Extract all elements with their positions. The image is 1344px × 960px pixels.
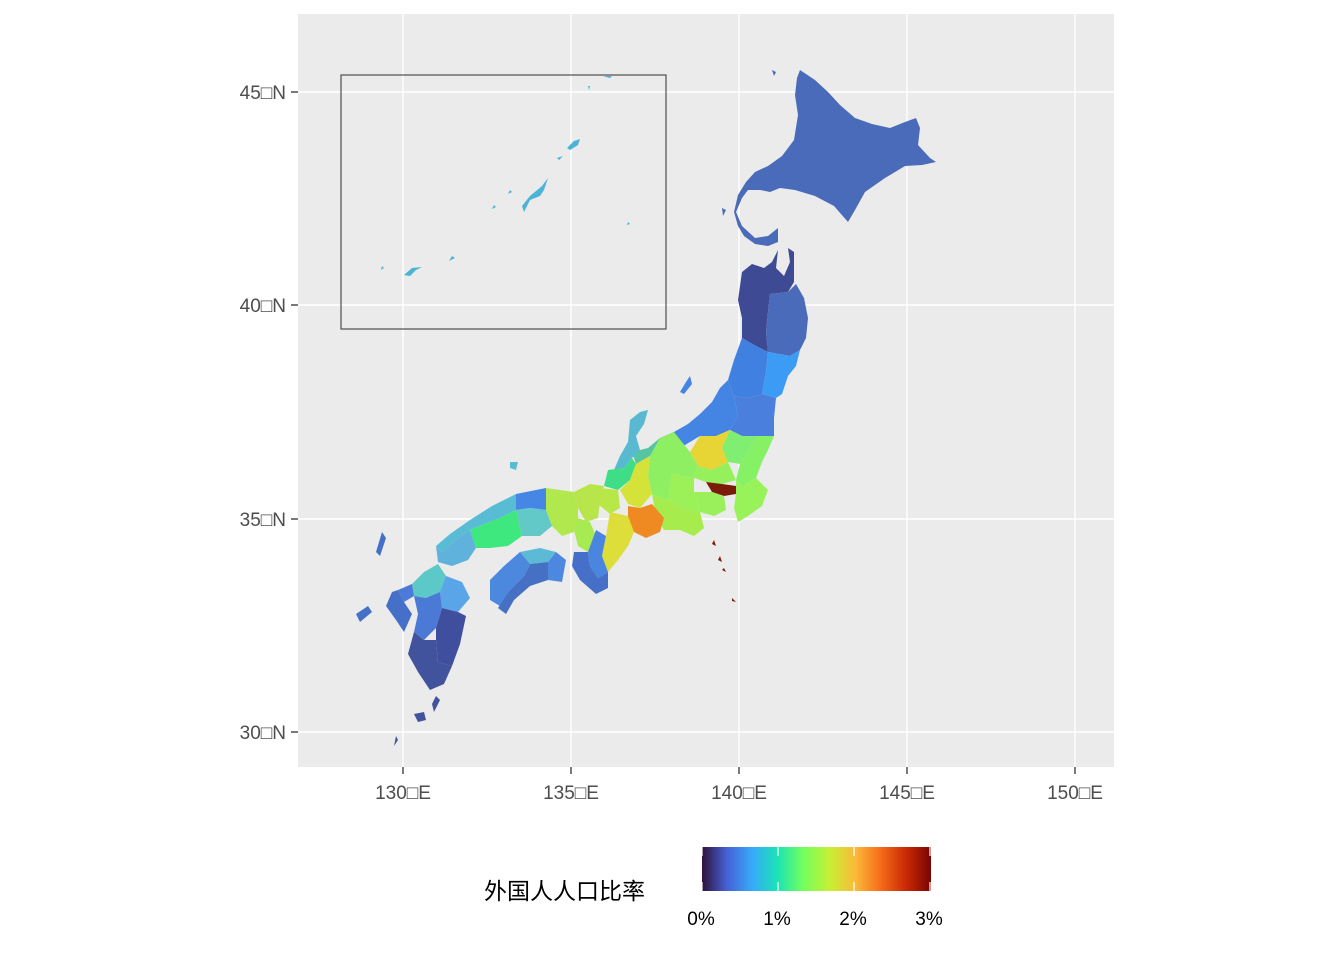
inset-box <box>340 74 667 330</box>
region-hiroshima <box>470 510 522 548</box>
region-oita <box>440 576 470 612</box>
region-hokkaido <box>734 70 936 246</box>
region-tokushima <box>548 552 566 582</box>
region-shimane <box>436 494 516 552</box>
x-axis-label-145e: 145□E <box>879 783 935 804</box>
region-ehime <box>490 552 530 606</box>
region-miyagi <box>762 350 800 398</box>
region-kumamoto <box>414 592 442 640</box>
region-hokkaido-okushiri <box>722 208 726 216</box>
region-aomori <box>740 248 794 294</box>
legend-label-0: 0% <box>687 909 715 930</box>
region-osaka <box>574 518 596 552</box>
region-fukui <box>604 458 636 490</box>
y-axis-label-35n: 35□N <box>240 510 286 531</box>
region-ishikawa <box>614 410 648 470</box>
legend-label-2: 2% <box>839 909 867 930</box>
region-nara <box>588 530 608 578</box>
region-tottori <box>516 488 546 510</box>
prefectures <box>356 70 936 746</box>
region-ibaraki <box>736 436 774 486</box>
y-axis-label-40n: 40□N <box>240 296 286 317</box>
region-saga <box>398 584 414 602</box>
axis-ticks <box>291 91 1076 774</box>
region-kagawa <box>520 548 556 564</box>
region-amami-small <box>394 736 398 746</box>
region-shiga <box>598 488 620 514</box>
region-wakayama <box>572 552 608 594</box>
region-yamaguchi <box>436 530 476 566</box>
region-miyazaki <box>436 608 466 666</box>
region-gunma <box>690 430 730 470</box>
region-goto <box>356 606 372 622</box>
region-kochi <box>498 562 548 614</box>
region-aichi <box>628 504 664 538</box>
region-fukuoka <box>412 564 446 598</box>
region-tochigi <box>722 430 758 464</box>
region-mie <box>602 512 634 572</box>
region-gifu <box>620 456 652 508</box>
y-axis-label-30n: 30□N <box>240 723 286 744</box>
x-axis-label-135e: 135□E <box>543 783 599 804</box>
legend-title: 外国人人口比率 <box>484 879 645 905</box>
region-iwate <box>766 284 808 356</box>
region-kyoto <box>574 484 604 522</box>
region-akita <box>738 286 770 352</box>
region-yamanashi <box>668 474 700 512</box>
region-shizuoka <box>652 494 704 536</box>
legend-ticks <box>701 847 931 891</box>
legend-label-1: 1% <box>763 909 791 930</box>
okinawa-islands <box>381 76 630 276</box>
region-oki <box>510 462 518 470</box>
region-tanegashima <box>432 696 440 712</box>
region-tsushima <box>376 532 386 556</box>
region-hokkaido-rebun <box>772 70 776 76</box>
region-kagoshima <box>408 632 452 690</box>
region-hyogo <box>546 488 578 536</box>
region-niigata <box>660 380 738 452</box>
region-nagano <box>648 432 698 500</box>
y-axis-label-45n: 45□N <box>240 83 286 104</box>
region-okayama <box>516 508 552 536</box>
region-nagasaki <box>386 590 412 632</box>
region-saitama <box>694 462 736 484</box>
legend-colorbar <box>702 847 931 891</box>
region-sado <box>680 376 692 394</box>
legend: 外国人人口比率 0% 1% 2% 3% <box>484 847 943 930</box>
region-izu-islands <box>712 540 736 602</box>
region-yamagata <box>728 338 768 398</box>
region-kanagawa <box>694 492 726 516</box>
region-fukushima <box>730 394 776 436</box>
region-yakushima <box>414 712 426 722</box>
region-toyama <box>632 438 660 464</box>
x-axis-label-140e: 140□E <box>711 783 767 804</box>
legend-label-3: 3% <box>915 909 943 930</box>
x-axis-label-130e: 130□E <box>375 783 431 804</box>
region-chiba <box>734 478 768 522</box>
x-axis-label-150e: 150□E <box>1047 783 1103 804</box>
